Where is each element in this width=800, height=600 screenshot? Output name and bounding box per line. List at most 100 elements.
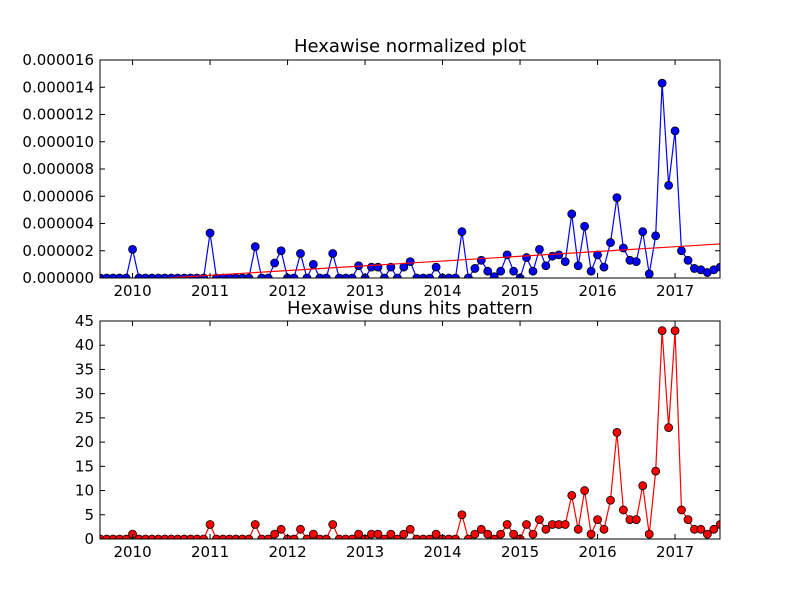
y-tick-label: 0 [84, 530, 94, 548]
data-point [483, 529, 493, 539]
data-point [586, 266, 596, 276]
data-point [121, 534, 131, 539]
data-point [399, 262, 409, 272]
data-point [457, 510, 467, 520]
data-point [115, 273, 125, 278]
data-point [528, 266, 538, 276]
data-point [289, 534, 299, 539]
y-tick-label: 0.000008 [22, 160, 94, 178]
data-point [631, 515, 641, 525]
y-tick-label: 5 [84, 506, 94, 524]
data-point [334, 273, 344, 278]
data-point [134, 534, 144, 539]
x-tick-label: 2011 [191, 543, 229, 561]
y-tick-label: 0.000014 [22, 78, 94, 96]
data-point [502, 520, 512, 529]
data-point [677, 505, 686, 515]
y-tick-label: 0.000012 [22, 106, 94, 124]
data-point [476, 255, 486, 265]
data-point [677, 246, 686, 256]
data-point [463, 534, 473, 539]
data-point [535, 244, 544, 254]
axes-frame [99, 59, 721, 279]
data-point [218, 534, 228, 539]
data-point [586, 529, 596, 539]
data-point [399, 529, 409, 539]
data-point [308, 259, 318, 269]
data-point [425, 273, 435, 278]
data-point [715, 520, 720, 529]
data-point [606, 238, 615, 247]
y-tick-label: 0.000016 [22, 51, 94, 69]
x-tick-label: 2017 [656, 543, 694, 561]
x-tick-label: 2017 [656, 282, 694, 300]
data-point [263, 534, 273, 539]
data-point [270, 529, 280, 539]
data-point [141, 534, 150, 539]
data-point [489, 534, 499, 539]
data-point [638, 227, 648, 237]
data-point [560, 520, 570, 529]
data-point [270, 258, 280, 268]
data-point [612, 428, 622, 437]
data-point [302, 534, 312, 539]
data-point [580, 486, 590, 495]
data-point [638, 481, 648, 491]
data-point [192, 534, 202, 539]
data-point [535, 515, 544, 525]
x-tick-label: 2012 [268, 543, 306, 561]
y-tick-label: 45 [75, 312, 94, 330]
data-point [205, 228, 215, 238]
x-tick-label: 2015 [501, 543, 539, 561]
data-point [683, 515, 693, 525]
data-point [696, 524, 706, 534]
data-point [522, 253, 531, 262]
data-point [651, 466, 661, 476]
data-point [386, 262, 396, 272]
data-point [341, 273, 351, 278]
data-point [179, 534, 189, 539]
data-point [276, 524, 286, 534]
data-point [134, 273, 144, 278]
data-point [321, 273, 331, 278]
data-point [244, 534, 254, 539]
data-point [683, 255, 693, 265]
y-axis: 0.000000 0.000002 0.000004 0.000006 0.000008… [22, 51, 720, 287]
data-point [670, 326, 680, 336]
data-point [567, 490, 577, 500]
x-tick-label: 2013 [346, 543, 384, 561]
x-tick-label: 2010 [113, 282, 151, 300]
data-point [257, 534, 267, 539]
y-tick-label: 10 [75, 482, 94, 500]
x-tick-label: 2016 [578, 282, 616, 300]
data-point [315, 273, 325, 278]
x-axis: 2010 2011 2012 2013 2014 2015 2016 2017 [113, 321, 694, 561]
y-tick-label: 0.000000 [22, 269, 94, 287]
data-point [237, 273, 247, 278]
data-point [670, 126, 680, 136]
data-point [315, 534, 325, 539]
axes-frame [99, 320, 721, 540]
data-point [709, 524, 719, 534]
data-point [386, 529, 396, 539]
data-point [225, 534, 234, 539]
y-tick-label: 15 [75, 457, 94, 475]
data-point [173, 534, 183, 539]
data-point [147, 534, 157, 539]
data-point [108, 534, 118, 539]
y-tick-label: 40 [75, 336, 94, 354]
data-point [153, 273, 163, 278]
y-tick-label: 25 [75, 409, 94, 427]
data-point [715, 262, 720, 272]
data-point [657, 326, 667, 336]
y-axis: 0 5 10 15 20 25 30 35 40 45 [75, 312, 720, 548]
data-point [341, 534, 351, 539]
data-point [644, 269, 654, 278]
data-point [289, 273, 299, 278]
data-point [263, 273, 273, 278]
data-point [302, 273, 312, 278]
y-tick-label: 35 [75, 360, 94, 378]
y-tick-label: 0.000002 [22, 242, 94, 260]
data-point [141, 273, 150, 278]
